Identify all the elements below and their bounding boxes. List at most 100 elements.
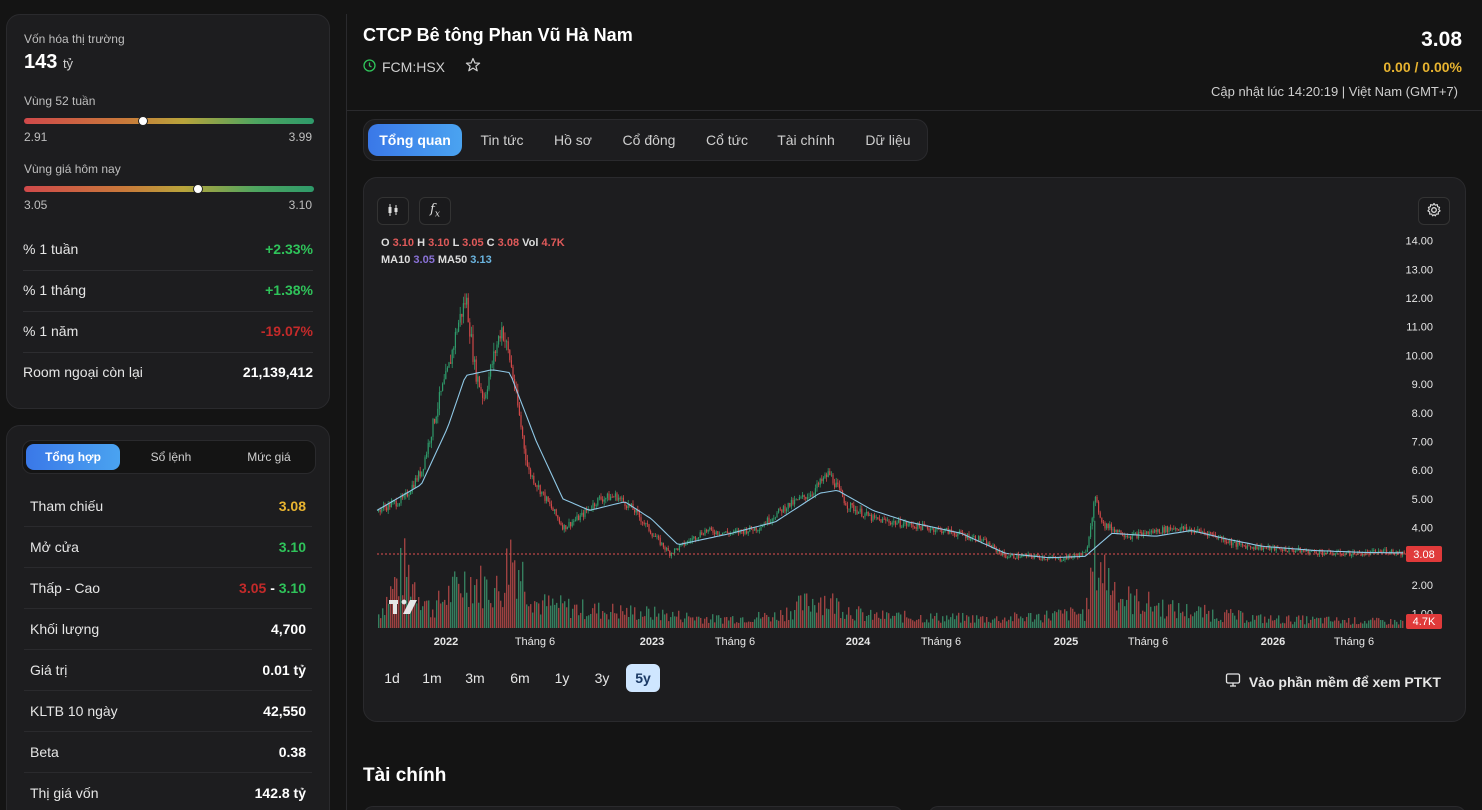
candle-body xyxy=(534,483,536,486)
volume-bar xyxy=(722,623,724,628)
candle-body xyxy=(1131,534,1133,540)
volume-bar xyxy=(902,622,904,628)
candle-body xyxy=(1120,530,1122,535)
candle-body xyxy=(850,503,852,509)
candle-body xyxy=(810,494,812,498)
stat-row-foreign-room: Room ngoại còn lại 21,139,412 xyxy=(23,352,313,392)
volume-bar xyxy=(542,600,544,628)
tab-shareholders[interactable]: Cổ đông xyxy=(622,132,676,148)
candle-body xyxy=(787,502,789,509)
volume-bar xyxy=(876,612,878,628)
volume-bar xyxy=(388,603,390,628)
volume-bar xyxy=(578,615,580,628)
candle-body xyxy=(653,536,655,537)
candle-body xyxy=(898,519,900,523)
volume-bar xyxy=(932,618,934,628)
volume-bar xyxy=(408,564,410,628)
candle-body xyxy=(1042,557,1044,560)
candle-body xyxy=(566,526,568,530)
star-icon[interactable] xyxy=(465,57,481,76)
volume-bar xyxy=(1382,620,1384,628)
open-ptkt-link[interactable]: Vào phần mềm để xem PTKT xyxy=(1225,672,1441,691)
volume-bar xyxy=(982,616,984,628)
tab-data[interactable]: Dữ liệu xyxy=(865,132,911,148)
candle-body xyxy=(445,370,447,380)
tab-finance[interactable]: Tài chính xyxy=(777,132,835,148)
candle-body xyxy=(1403,551,1405,555)
volume-bar xyxy=(900,614,902,628)
tab-orderbook[interactable]: Sổ lệnh xyxy=(150,450,192,464)
candle-body xyxy=(1261,545,1263,550)
period-3y[interactable]: 3y xyxy=(594,670,610,686)
candle-body xyxy=(891,522,893,525)
volume-bar xyxy=(880,618,882,628)
candle-body xyxy=(536,485,538,488)
candle-body xyxy=(1302,550,1304,552)
trade-label: Thấp - Cao xyxy=(30,580,101,596)
tab-news[interactable]: Tin tức xyxy=(480,132,524,148)
volume-bar xyxy=(770,621,772,628)
volume-bar xyxy=(1204,604,1206,628)
candle-body xyxy=(704,529,706,535)
stat-label: Room ngoại còn lại xyxy=(23,364,143,380)
chart-settings-button[interactable] xyxy=(1418,197,1450,225)
candle-body xyxy=(478,376,480,388)
volume-bar xyxy=(530,604,532,628)
candle-body xyxy=(1230,540,1232,546)
tab-dividends[interactable]: Cổ tức xyxy=(705,132,749,148)
candle-body xyxy=(814,488,816,494)
period-1y[interactable]: 1y xyxy=(554,670,570,686)
candle-body xyxy=(813,493,815,495)
volume-bar xyxy=(1242,612,1244,628)
candle-body xyxy=(640,517,642,522)
candle-body xyxy=(1090,526,1092,537)
volume-bar xyxy=(1100,562,1102,628)
period-3m[interactable]: 3m xyxy=(465,670,485,686)
volume-bar xyxy=(474,585,476,628)
volume-bar xyxy=(1050,620,1052,628)
candle-body xyxy=(466,297,468,305)
candle-body xyxy=(1005,554,1007,558)
candle-body xyxy=(574,519,576,521)
tab-overview[interactable]: Tổng quan xyxy=(368,124,462,156)
volume-bar xyxy=(1340,623,1342,628)
volume-bar xyxy=(418,597,420,628)
volume-bar xyxy=(442,601,444,628)
stat-value: +2.33% xyxy=(265,241,313,257)
volume-bar xyxy=(742,617,744,628)
trade-value: 42,550 xyxy=(263,703,306,719)
volume-bar xyxy=(1154,606,1156,628)
tab-profile[interactable]: Hồ sơ xyxy=(554,132,592,148)
volume-bar xyxy=(816,612,818,628)
volume-bar xyxy=(1320,617,1322,628)
candlestick-toggle-button[interactable] xyxy=(377,197,409,225)
period-6m[interactable]: 6m xyxy=(510,670,530,686)
candle-body xyxy=(1093,502,1095,519)
candle-body xyxy=(483,397,485,399)
candle-body xyxy=(526,460,528,467)
volume-bar xyxy=(1178,603,1180,628)
volume-bar xyxy=(962,612,964,628)
candle-body xyxy=(1173,528,1175,530)
update-time: Cập nhật lúc 14:20:19 | Việt Nam (GMT+7) xyxy=(1210,84,1458,99)
candle-body xyxy=(416,478,418,481)
price-chart[interactable]: 14.00 13.00 12.00 11.00 10.00 9.00 8.00 7.00 6.0… xyxy=(364,178,1465,648)
candle-body xyxy=(666,548,668,550)
clock-icon xyxy=(363,58,376,75)
tab-price-levels[interactable]: Mức giá xyxy=(247,450,291,464)
period-1m[interactable]: 1m xyxy=(422,670,442,686)
candle-body xyxy=(1349,550,1351,556)
period-1d[interactable]: 1d xyxy=(384,670,400,686)
candle-body xyxy=(883,518,885,520)
candle-body xyxy=(1013,554,1015,559)
tab-summary[interactable]: Tổng hợp xyxy=(26,444,120,470)
period-5y[interactable]: 5y xyxy=(626,664,660,692)
volume-bar xyxy=(1148,591,1150,628)
candle-body xyxy=(658,536,660,538)
candle-body xyxy=(610,496,612,501)
stat-label: % 1 năm xyxy=(23,323,79,339)
volume-bar xyxy=(1206,613,1208,628)
indicator-button[interactable]: fx xyxy=(419,197,451,225)
volume-bar xyxy=(452,576,454,628)
volume-bar xyxy=(642,616,644,628)
